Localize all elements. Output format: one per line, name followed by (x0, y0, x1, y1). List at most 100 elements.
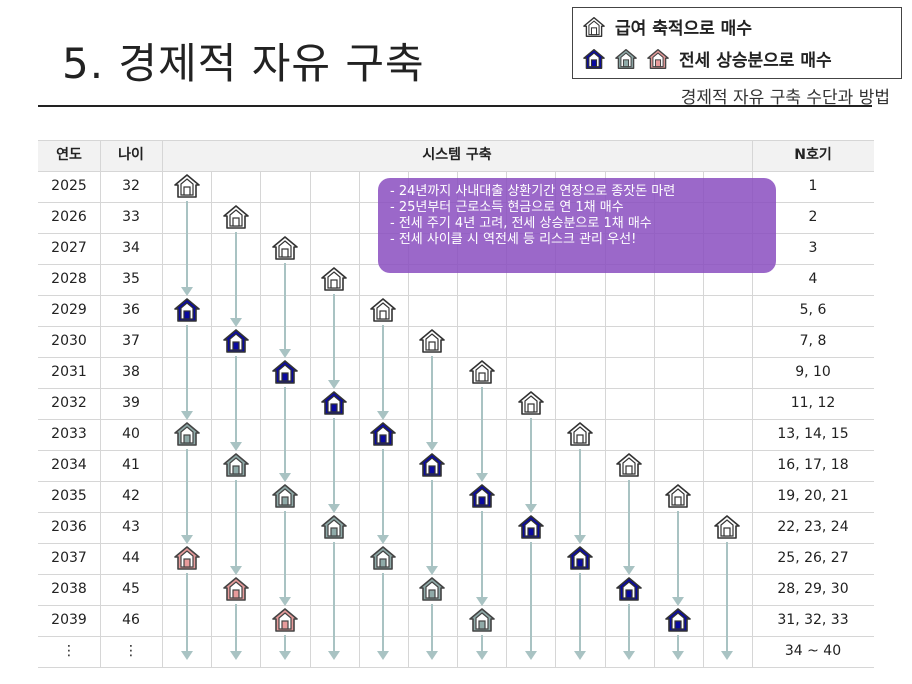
flow-arrow (677, 634, 680, 652)
flow-arrow (480, 510, 483, 598)
cell-nth: 34 ~ 40 (784, 643, 842, 659)
flow-arrowhead (377, 651, 390, 660)
row-divider (38, 512, 874, 513)
flow-arrowhead (475, 472, 488, 482)
flow-arrowhead (180, 286, 193, 296)
col-divider (457, 171, 458, 667)
flow-arrow (185, 448, 188, 536)
row-divider (38, 605, 874, 606)
flow-arrow (382, 572, 385, 652)
row-divider (38, 140, 874, 141)
house-blue-icon (419, 452, 446, 478)
flow-arrowhead (328, 503, 341, 513)
cell-age: 35 (122, 271, 140, 287)
house-outline-icon (272, 235, 298, 261)
house-outline-icon (517, 390, 544, 416)
flow-arrow (529, 541, 532, 652)
cell-age: 39 (122, 395, 140, 411)
house-outline-icon (222, 204, 249, 230)
flow-arrowhead (672, 596, 685, 606)
callout-line: - 전세 주기 4년 고려, 전세 상승분으로 1채 매수 (390, 216, 652, 231)
flow-arrowhead (426, 441, 439, 451)
cell-year: 2028 (51, 271, 87, 287)
house-pink-icon (272, 607, 298, 633)
cell-nth: 7, 8 (799, 333, 827, 349)
flow-arrowhead (573, 651, 586, 660)
flow-arrowhead (377, 534, 390, 544)
flow-arrowhead (721, 651, 734, 660)
flow-arrowhead (278, 348, 291, 358)
cell-year: 2036 (51, 519, 87, 535)
flow-arrow (578, 572, 581, 652)
flow-arrowhead (426, 565, 439, 575)
house-gray-icon (615, 48, 637, 70)
cell-year: ⋮ (62, 643, 76, 659)
house-gray-icon (321, 514, 347, 540)
house-gray-icon (370, 545, 397, 571)
flow-arrowhead (475, 596, 488, 606)
flow-arrow (628, 603, 631, 652)
house-outline-icon (714, 514, 741, 540)
system-table: 연도 나이 시스템 구축 N호기 2025 32 1 2026 33 2 2027 34 3 20… (38, 140, 874, 668)
cell-age: 40 (122, 426, 140, 442)
house-gray-icon (419, 576, 446, 602)
flow-arrowhead (229, 565, 242, 575)
row-divider (38, 574, 874, 575)
flow-arrow (480, 634, 483, 652)
col-divider (162, 140, 163, 668)
legend-label-deposit: 전세 상승분으로 매수 (679, 51, 832, 71)
flow-arrow (382, 448, 385, 536)
col-divider (653, 171, 655, 667)
cell-nth: 2 (808, 209, 818, 225)
col-divider (211, 171, 213, 667)
cell-year: 2038 (51, 581, 87, 597)
house-blue-icon (583, 48, 605, 70)
house-blue-icon (468, 483, 495, 509)
house-blue-icon (173, 297, 200, 323)
flow-arrow (431, 479, 434, 567)
flow-arrow (382, 324, 385, 412)
flow-arrow (283, 386, 286, 474)
house-pink-icon (173, 545, 200, 571)
cell-nth: 11, 12 (790, 395, 836, 411)
cell-year: 2026 (51, 209, 87, 225)
flow-arrow (431, 603, 434, 652)
flow-arrowhead (229, 441, 242, 451)
cell-age: 45 (122, 581, 140, 597)
header-age: 나이 (118, 147, 144, 163)
flow-arrowhead (672, 651, 685, 660)
house-blue-icon (272, 359, 298, 385)
flow-arrow (185, 324, 188, 412)
flow-arrowhead (377, 410, 390, 420)
flow-arrowhead (180, 410, 193, 420)
row-divider (38, 419, 874, 420)
col-divider (100, 140, 101, 668)
flow-arrow (185, 572, 188, 652)
house-blue-icon (517, 514, 544, 540)
house-blue-icon (567, 545, 593, 571)
cell-nth: 22, 23, 24 (777, 519, 849, 535)
flow-arrow (283, 262, 286, 350)
cell-year: 2037 (51, 550, 87, 566)
house-blue-icon (321, 390, 347, 416)
legend-row-deposit: 전세 상승분으로 매수 (583, 46, 832, 71)
cell-age: 33 (122, 209, 140, 225)
table-header (38, 140, 874, 171)
cell-age: 36 (122, 302, 140, 318)
house-outline-icon (419, 328, 446, 354)
house-gray-icon (222, 452, 249, 478)
flow-arrowhead (278, 472, 291, 482)
page-subtitle: 경제적 자유 구축 수단과 방법 (680, 88, 890, 108)
col-divider (506, 171, 508, 667)
house-outline-icon (468, 359, 495, 385)
house-blue-icon (616, 576, 642, 602)
flow-arrowhead (623, 565, 636, 575)
flow-arrowhead (426, 651, 439, 660)
house-outline-icon (665, 483, 692, 509)
flow-arrow (726, 541, 729, 652)
house-pink-icon (647, 48, 669, 70)
cell-nth: 19, 20, 21 (777, 488, 849, 504)
flow-arrowhead (180, 651, 193, 660)
header-system: 시스템 구축 (422, 147, 492, 163)
cell-age: 38 (122, 364, 140, 380)
